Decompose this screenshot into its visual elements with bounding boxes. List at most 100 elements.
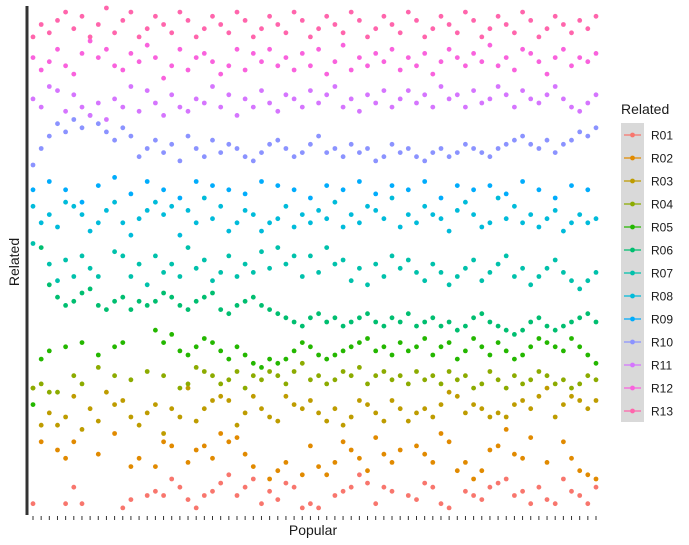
data-point (593, 270, 599, 275)
data-point (332, 261, 338, 267)
data-point (397, 319, 403, 325)
legend-key-dot (630, 293, 635, 299)
data-point (454, 356, 460, 362)
data-point (324, 71, 330, 77)
data-point (552, 84, 558, 89)
data-point (422, 51, 428, 56)
data-point (332, 84, 338, 89)
points-layer (30, 5, 599, 511)
data-point (46, 410, 52, 416)
series-r03 (30, 385, 599, 436)
legend-item: R12 (624, 382, 673, 396)
data-point (291, 348, 297, 354)
data-point (38, 104, 44, 110)
data-point (528, 406, 534, 412)
data-point (128, 191, 134, 197)
data-point (365, 146, 370, 151)
data-point (479, 224, 485, 230)
data-point (585, 278, 591, 284)
data-point (365, 402, 370, 407)
data-point (234, 344, 240, 350)
data-point (267, 220, 272, 226)
data-point (471, 51, 476, 56)
data-point (316, 505, 321, 511)
data-point (544, 216, 550, 222)
data-point (463, 373, 468, 379)
data-point (38, 67, 44, 73)
data-point (348, 67, 354, 73)
data-point (569, 393, 574, 399)
data-point (479, 150, 485, 156)
data-point (316, 100, 321, 106)
data-point (503, 385, 509, 391)
data-point (536, 146, 542, 151)
data-point (153, 55, 158, 60)
legend-label: R11 (651, 359, 672, 373)
data-point (79, 253, 85, 259)
data-point (79, 340, 85, 345)
data-point (544, 265, 550, 271)
data-point (430, 212, 436, 218)
data-point (446, 228, 452, 234)
data-point (120, 104, 126, 110)
data-point (373, 26, 379, 32)
data-point (161, 493, 167, 498)
data-point (87, 34, 93, 40)
data-point (463, 488, 468, 494)
data-point (161, 270, 167, 275)
legend-key-dot (630, 155, 635, 161)
data-point (153, 402, 158, 407)
data-point (259, 150, 264, 156)
data-point (365, 311, 370, 317)
data-point (201, 294, 207, 300)
data-point (275, 245, 281, 251)
legend-item: R13 (624, 405, 673, 419)
data-point (324, 216, 330, 222)
data-point (250, 360, 256, 366)
data-point (193, 55, 199, 60)
data-point (161, 340, 167, 345)
data-point (454, 208, 460, 213)
data-point (79, 427, 85, 432)
data-point (242, 451, 248, 457)
data-point (112, 96, 117, 102)
series-r08 (30, 195, 599, 238)
data-point (120, 505, 126, 511)
data-point (30, 241, 36, 246)
data-point (30, 162, 36, 168)
data-point (544, 373, 550, 379)
data-point (242, 298, 248, 304)
data-point (185, 460, 191, 465)
data-point (348, 96, 354, 102)
data-point (561, 402, 566, 407)
legend-item: R09 (624, 313, 673, 327)
data-point (463, 199, 468, 205)
legend-item: R10 (624, 336, 673, 350)
data-point (308, 501, 313, 507)
data-point (193, 265, 199, 271)
data-point (381, 13, 387, 19)
data-point (585, 133, 591, 139)
data-point (267, 265, 272, 271)
legend-item: R11 (624, 359, 672, 373)
data-point (283, 30, 289, 36)
data-point (552, 257, 558, 263)
data-point (512, 203, 517, 209)
data-point (471, 187, 476, 193)
data-point (585, 220, 591, 226)
data-point (218, 431, 224, 436)
data-point (544, 340, 550, 345)
data-point (161, 113, 167, 118)
data-point (316, 46, 321, 52)
data-point (201, 51, 207, 56)
data-point (397, 67, 403, 73)
data-point (357, 220, 362, 226)
data-point (299, 212, 305, 218)
data-point (552, 208, 558, 213)
data-point (438, 270, 444, 275)
data-point (259, 249, 264, 255)
data-point (95, 220, 101, 226)
data-point (593, 319, 599, 325)
data-point (544, 137, 550, 143)
data-point (275, 183, 281, 189)
